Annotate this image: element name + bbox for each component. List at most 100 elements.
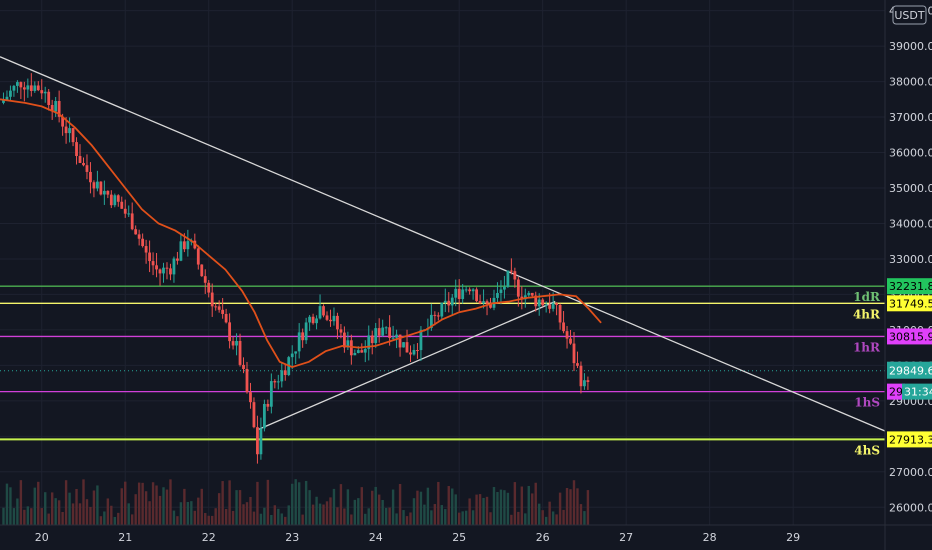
candle-body-118: [412, 350, 416, 355]
candle-body-12: [43, 91, 47, 94]
trendline-0[interactable]: [0, 56, 886, 432]
candle-body-98: [342, 332, 346, 348]
candle-body-108: [377, 328, 381, 336]
candle-body-93: [325, 315, 329, 320]
candle-body-80: [280, 370, 284, 382]
volume-bar-49: [172, 510, 176, 525]
trendline-1[interactable]: [258, 300, 556, 430]
volume-bar-24: [85, 499, 89, 525]
volume-bar-78: [273, 505, 277, 525]
candle-body-110: [384, 327, 388, 329]
volume-bar-18: [64, 480, 68, 525]
x-tick-label-4: 24: [369, 531, 383, 544]
volume-bar-167: [583, 511, 586, 525]
candle-body-64: [224, 313, 228, 323]
candle-body-10: [36, 85, 40, 91]
trendlines[interactable]: [0, 56, 886, 432]
volume-bar-118: [412, 498, 416, 525]
volume-bar-60: [211, 515, 214, 525]
volume-bar-30: [106, 498, 110, 525]
candle-body-37: [130, 213, 134, 230]
candle-body-151: [527, 292, 531, 296]
candle-body-11: [40, 90, 44, 94]
volume-bar-147: [513, 482, 517, 525]
volume-bar-62: [217, 493, 221, 525]
candle-body-14: [50, 104, 54, 112]
volume-bar-97: [339, 484, 343, 525]
volume-bar-44: [155, 485, 158, 525]
y-tick-label-7: 33000.00: [889, 253, 932, 266]
candle-body-162: [565, 331, 569, 339]
current-price-badge: [887, 361, 932, 379]
volume-bar-66: [231, 510, 235, 525]
price-axis[interactable]: 26000.0027000.0028000.0029000.0030000.00…: [885, 0, 932, 550]
candle-body-39: [137, 234, 141, 239]
candle-body-120: [419, 329, 423, 351]
volume-bar-48: [169, 479, 172, 525]
candle-body-111: [388, 327, 392, 338]
volume-bar-47: [165, 489, 169, 525]
candle-body-99: [346, 340, 350, 348]
volume-bar-121: [423, 504, 426, 525]
level-badge-1hR: [887, 328, 932, 345]
candle-body-154: [537, 299, 541, 307]
volume-bar-34: [120, 488, 123, 525]
volume-bar-132: [461, 511, 464, 525]
candle-body-40: [141, 238, 145, 247]
volume-bar-6: [23, 509, 26, 525]
candle-body-129: [450, 297, 454, 306]
volume-bar-1: [5, 483, 9, 525]
volume-bar-156: [544, 516, 548, 525]
candle-body-119: [416, 350, 419, 352]
candle-body-100: [349, 340, 353, 356]
volume-bar-122: [426, 487, 430, 525]
volume-bar-113: [395, 513, 398, 525]
candle-body-53: [186, 241, 190, 250]
candle-body-127: [443, 300, 447, 303]
y-tick-label-0: 26000.00: [889, 501, 932, 514]
candle-body-81: [283, 370, 287, 376]
candle-body-148: [516, 279, 520, 297]
x-tick-label-9: 29: [786, 531, 800, 544]
volume-bar-141: [492, 487, 496, 525]
volume-bar-119: [416, 490, 419, 525]
volume-bar-38: [134, 494, 137, 525]
volume-bar-39: [137, 482, 141, 525]
volume-bar-157: [548, 501, 551, 525]
candle-body-155: [541, 299, 545, 306]
candle-body-3: [12, 85, 16, 91]
candle-body-124: [433, 314, 437, 316]
volume-bar-67: [235, 490, 238, 525]
volume-bar-31: [110, 505, 113, 525]
candle-body-9: [33, 85, 37, 91]
candle-body-109: [381, 327, 385, 336]
candle-body-13: [47, 91, 51, 105]
volume-bar-135: [471, 510, 475, 525]
candle-body-91: [318, 306, 322, 319]
candle-body-63: [221, 309, 225, 314]
volume-bar-0: [2, 507, 5, 525]
volume-bar-11: [40, 508, 43, 525]
candle-body-21: [75, 142, 78, 157]
volume-bar-129: [451, 488, 454, 525]
volume-bar-108: [377, 494, 381, 525]
volume-bar-32: [113, 516, 116, 525]
candle-body-86: [301, 332, 305, 341]
price-badges: 32231.89 31749.59 30815.99 29 27913.36 29849.…: [887, 278, 932, 448]
volume-bar-51: [179, 502, 183, 525]
candle-body-6: [22, 87, 26, 90]
currency-badge: USDT: [892, 5, 927, 25]
candle-body-43: [151, 261, 155, 266]
volume-bar-144: [503, 490, 506, 525]
volume-bar-84: [294, 479, 297, 525]
volume-bar-52: [183, 488, 186, 525]
volume-bar-111: [388, 507, 391, 525]
candle-body-47: [165, 267, 169, 269]
candle-body-159: [555, 303, 559, 305]
candle-body-16: [57, 101, 61, 117]
volume-bar-63: [221, 481, 224, 525]
y-tick-label-13: 39000.00: [889, 40, 932, 53]
